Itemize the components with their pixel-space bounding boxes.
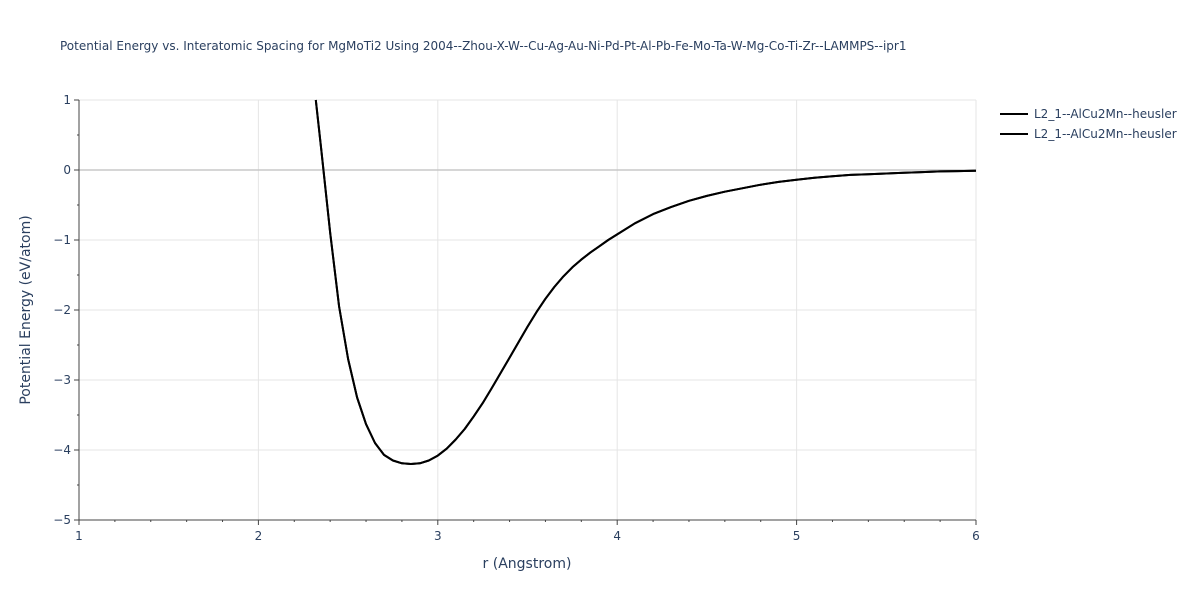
y-axis-title: Potential Energy (eV/atom) — [18, 215, 34, 404]
y-tick-label: −3 — [53, 373, 71, 387]
x-tick-label: 6 — [972, 529, 980, 543]
plot-area — [314, 99, 977, 465]
y-tick-label: −2 — [53, 303, 71, 317]
x-axis-ticks: 1 2 3 4 5 6 — [75, 520, 980, 543]
y-tick-label: −5 — [53, 513, 71, 527]
legend-label: L2_1--AlCu2Mn--heusler — [1034, 107, 1177, 121]
y-axis-ticks: 1 0 −1 −2 −3 −4 −5 — [53, 93, 79, 527]
x-tick-label: 5 — [793, 529, 801, 543]
series-lines — [314, 99, 977, 465]
y-tick-label: 0 — [63, 163, 71, 177]
y-tick-label: −1 — [53, 233, 71, 247]
y-tick-label: 1 — [63, 93, 71, 107]
legend: L2_1--AlCu2Mn--heusler L2_1--AlCu2Mn--heu… — [1000, 107, 1177, 141]
x-tick-label: 4 — [613, 529, 621, 543]
y-tick-label: −4 — [53, 443, 71, 457]
x-tick-label: 2 — [255, 529, 263, 543]
x-tick-label: 3 — [434, 529, 442, 543]
chart-title: Potential Energy vs. Interatomic Spacing… — [60, 39, 906, 53]
series-line — [314, 99, 977, 465]
x-tick-label: 1 — [75, 529, 83, 543]
x-axis-title: r (Angstrom) — [483, 556, 572, 572]
legend-label: L2_1--AlCu2Mn--heusler — [1034, 127, 1177, 141]
